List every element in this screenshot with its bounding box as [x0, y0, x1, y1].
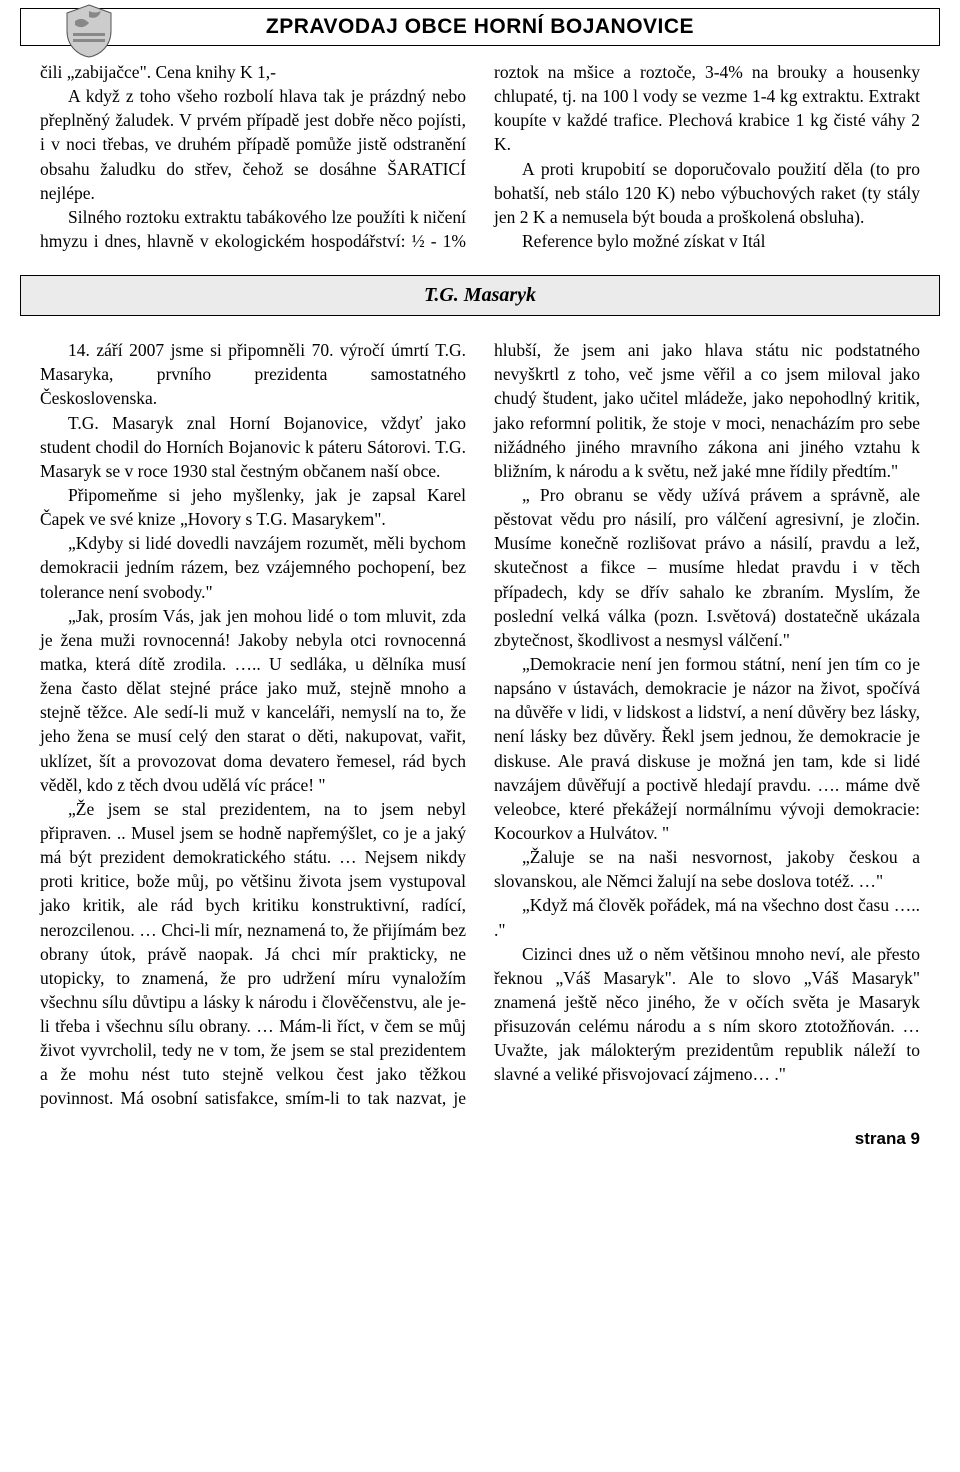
article-two-body: 14. září 2007 jsme si připomněli 70. výr… [0, 338, 960, 1111]
page-footer: strana 9 [0, 1111, 960, 1159]
a2-p11: Cizinci dnes už o něm většinou mnoho nev… [494, 942, 920, 1087]
section-title-box: T.G. Masaryk [20, 275, 940, 316]
a2-p5: „Jak, prosím Vás, jak jen mohou lidé o t… [40, 604, 466, 797]
a2-p9: „Žaluje se na naši nesvornost, jakoby če… [494, 845, 920, 893]
a2-p4: „Kdyby si lidé dovedli navzájem rozumět,… [40, 531, 466, 603]
a1-p5: Reference bylo možné získat v Itál [494, 229, 920, 253]
header-title: ZPRAVODAJ OBCE HORNÍ BOJANOVICE [266, 15, 694, 38]
a2-p2: T.G. Masaryk znal Horní Bojanovice, vždy… [40, 411, 466, 483]
a2-p3: Připomeňme si jeho myšlenky, jak je zaps… [40, 483, 466, 531]
a1-p2: A když z toho všeho rozbolí hlava tak je… [40, 84, 466, 205]
a2-p10: „Když má člověk pořádek, má na všechno d… [494, 893, 920, 941]
page-number: strana 9 [855, 1129, 920, 1148]
a1-p4: A proti krupobití se doporučovalo použit… [494, 157, 920, 229]
crest-icon [61, 3, 117, 59]
a2-p1: 14. září 2007 jsme si připomněli 70. výr… [40, 338, 466, 410]
a1-p1: čili „zabijačce". Cena knihy K 1,- [40, 60, 466, 84]
section-title: T.G. Masaryk [424, 284, 536, 306]
article-one-body: čili „zabijačce". Cena knihy K 1,- A kdy… [0, 60, 960, 253]
page-header: ZPRAVODAJ OBCE HORNÍ BOJANOVICE [20, 8, 940, 46]
a2-p7: „ Pro obranu se vědy užívá právem a sprá… [494, 483, 920, 652]
a2-p8: „Demokracie není jen formou státní, není… [494, 652, 920, 845]
